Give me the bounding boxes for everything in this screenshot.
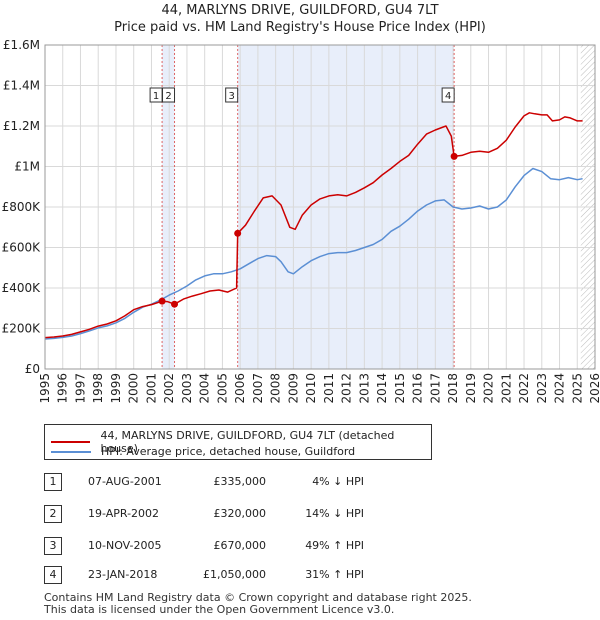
marker-box-3 — [225, 87, 239, 103]
x-tick-label: 2018 — [446, 373, 460, 404]
transaction-date: 19-APR-2002 — [88, 507, 160, 520]
sale-point-4 — [450, 152, 458, 160]
x-tick-label: 2014 — [375, 373, 389, 404]
chart-title: 44, MARLYNS DRIVE, GUILDFORD, GU4 7LT — [161, 3, 439, 18]
footer-copyright: Contains HM Land Registry data © Crown c… — [44, 591, 472, 604]
x-tick-label: 2015 — [393, 373, 407, 404]
x-tick-label: 2022 — [517, 373, 531, 404]
x-tick-label: 2005 — [215, 373, 229, 404]
x-tick-label: 2011 — [322, 373, 336, 404]
legend-item-property: 44, MARLYNS DRIVE, GUILDFORD, GU4 7LT (d… — [51, 429, 431, 455]
transaction-date: 07-AUG-2001 — [88, 475, 162, 488]
x-tick-label: 2009 — [286, 373, 300, 404]
transaction-hpi-diff: 4% ↓ HPI — [312, 475, 364, 488]
x-tick-label: 2016 — [411, 373, 425, 404]
hpi-line — [45, 167, 583, 340]
x-tick-label: 2007 — [251, 373, 265, 404]
chart-subtitle: Price paid vs. HM Land Registry's House … — [114, 20, 486, 35]
x-tick-label: 2025 — [570, 373, 584, 404]
transaction-price: £320,000 — [213, 507, 267, 520]
transaction-date: 23-JAN-2018 — [88, 568, 158, 581]
y-tick-label: £1.4M — [3, 79, 40, 93]
property-price-line — [45, 112, 583, 339]
y-tick-label: £0 — [25, 362, 40, 376]
transaction-price: £335,000 — [213, 475, 267, 488]
x-tick-label: 2003 — [180, 373, 194, 404]
transaction-hpi-diff: 31% ↑ HPI — [305, 568, 364, 581]
legend-label-hpi: HPI: Average price, detached house, Guil… — [101, 445, 356, 458]
x-tick-label: 2021 — [499, 373, 513, 404]
x-tick-label: 2004 — [198, 373, 212, 404]
table-row: 1 07-AUG-2001 £335,000 4% ↓ HPI — [44, 473, 444, 491]
transaction-number: 3 — [44, 537, 62, 555]
chart-legend: 44, MARLYNS DRIVE, GUILDFORD, GU4 7LT (d… — [44, 424, 432, 460]
x-tick-label: 2012 — [340, 373, 354, 404]
transaction-hpi-diff: 49% ↑ HPI — [305, 539, 364, 552]
transaction-price: £1,050,000 — [203, 568, 266, 581]
x-tick-label: 1999 — [109, 373, 123, 404]
x-tick-label: 2017 — [428, 373, 442, 404]
x-tick-label: 2010 — [304, 373, 318, 404]
transaction-number: 2 — [44, 505, 62, 523]
table-row: 4 23-JAN-2018 £1,050,000 31% ↑ HPI — [44, 566, 444, 584]
x-tick-label: 1998 — [91, 373, 105, 404]
x-tick-label: 1996 — [56, 373, 70, 404]
legend-item-hpi: HPI: Average price, detached house, Guil… — [51, 445, 355, 458]
sale-point-2 — [171, 300, 179, 308]
y-tick-label: £1M — [14, 160, 40, 174]
transaction-date: 10-NOV-2005 — [88, 539, 162, 552]
x-tick-label: 1997 — [73, 373, 87, 404]
transaction-number: 4 — [44, 566, 62, 584]
y-tick-label: £1.6M — [3, 38, 40, 52]
x-tick-label: 1995 — [38, 373, 52, 404]
legend-swatch-hpi — [51, 450, 91, 453]
y-tick-label: £600K — [2, 241, 42, 255]
x-tick-label: 2008 — [269, 373, 283, 404]
x-tick-label: 2026 — [588, 373, 600, 404]
x-tick-label: 2001 — [144, 373, 158, 404]
x-tick-label: 2013 — [357, 373, 371, 404]
marker-box-4 — [441, 87, 455, 103]
sale-point-3 — [234, 229, 242, 237]
table-row: 2 19-APR-2002 £320,000 14% ↓ HPI — [44, 505, 444, 523]
marker-box-2 — [162, 87, 176, 103]
marker-label-4: 4 — [445, 91, 451, 102]
legend-swatch-property — [51, 441, 91, 443]
footer-licence: This data is licensed under the Open Gov… — [44, 603, 395, 616]
sale-point-1 — [158, 297, 166, 305]
x-tick-label: 2023 — [535, 373, 549, 404]
marker-label-2: 2 — [165, 91, 171, 102]
x-tick-label: 2006 — [233, 373, 247, 404]
marker-label-1: 1 — [153, 91, 159, 102]
x-tick-label: 2002 — [162, 373, 176, 404]
legend-label-property: 44, MARLYNS DRIVE, GUILDFORD, GU4 7LT (d… — [100, 429, 395, 455]
y-tick-label: £1.2M — [3, 119, 40, 133]
x-tick-label: 2019 — [464, 373, 478, 404]
x-tick-label: 2024 — [553, 373, 567, 404]
y-tick-label: £200K — [2, 322, 42, 336]
x-tick-label: 2020 — [482, 373, 496, 404]
price-chart: 1 2 3 4 £0 £200K £400K £600K £800K £1M £1.2M £1.4M £… — [2, 38, 600, 404]
marker-label-3: 3 — [228, 91, 234, 102]
plot-border — [44, 44, 596, 370]
transaction-number: 1 — [44, 473, 62, 491]
y-tick-label: £800K — [2, 200, 42, 214]
x-tick-label: 2000 — [127, 373, 141, 404]
transaction-price: £670,000 — [213, 539, 267, 552]
y-tick-label: £400K — [2, 281, 42, 295]
transaction-hpi-diff: 14% ↓ HPI — [305, 507, 364, 520]
table-row: 3 10-NOV-2005 £670,000 49% ↑ HPI — [44, 537, 444, 555]
